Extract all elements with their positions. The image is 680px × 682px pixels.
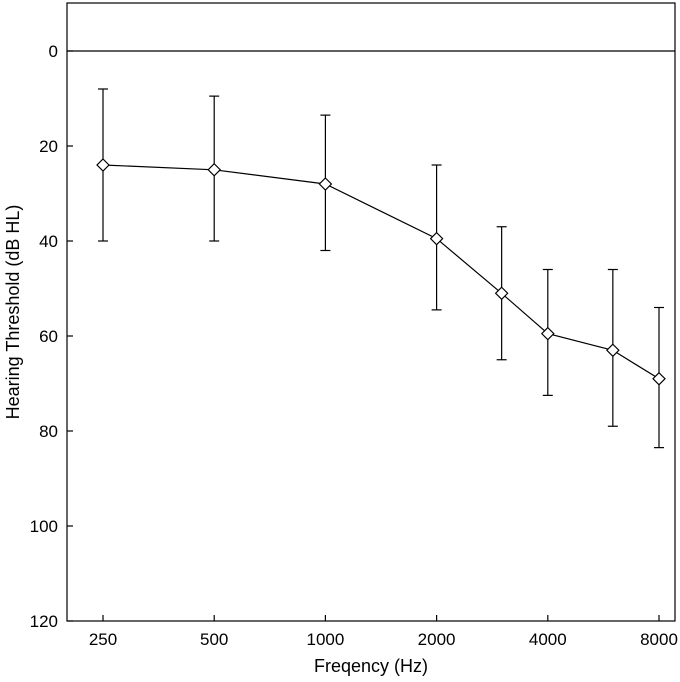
y-tick-label: 100: [30, 517, 58, 536]
data-point-marker: [605, 343, 620, 358]
plot-frame: [66, 2, 676, 622]
error-bar: [607, 268, 618, 427]
y-axis: 0 20 40 60 80 100 120: [30, 42, 73, 631]
error-bar: [431, 164, 442, 311]
data-point-marker: [96, 158, 110, 172]
data-point-marker: [318, 177, 333, 191]
y-axis-title: Hearing Threshold (dB HL): [3, 205, 23, 420]
y-tick-label: 0: [49, 42, 58, 61]
x-axis-title: Freqency (Hz): [314, 656, 428, 676]
x-axis: 250 500 1000 2000 4000 8000: [89, 615, 678, 649]
data-markers: [96, 158, 666, 386]
x-tick-label: 4000: [529, 630, 567, 649]
y-tick-label: 40: [39, 232, 58, 251]
error-bar: [654, 306, 664, 449]
x-tick-label: 2000: [418, 630, 456, 649]
x-tick-label: 250: [89, 630, 117, 649]
error-bar: [496, 226, 507, 361]
x-tick-label: 500: [200, 630, 228, 649]
error-bar: [98, 88, 108, 242]
data-point-marker: [429, 231, 444, 246]
error-bar: [320, 114, 331, 252]
y-tick-label: 120: [30, 612, 58, 631]
y-tick-label: 60: [39, 327, 58, 346]
x-tick-label: 8000: [640, 630, 678, 649]
data-point-marker: [207, 162, 222, 177]
y-tick-label: 80: [39, 422, 58, 441]
data-point-marker: [540, 326, 555, 341]
data-point-marker: [652, 371, 666, 386]
x-tick-label: 1000: [306, 630, 344, 649]
error-bar: [209, 95, 220, 242]
y-tick-label: 20: [39, 137, 58, 156]
error-bar: [542, 268, 553, 396]
series-line: [102, 164, 660, 380]
data-point-marker: [494, 286, 509, 301]
error-bars: [98, 88, 664, 449]
